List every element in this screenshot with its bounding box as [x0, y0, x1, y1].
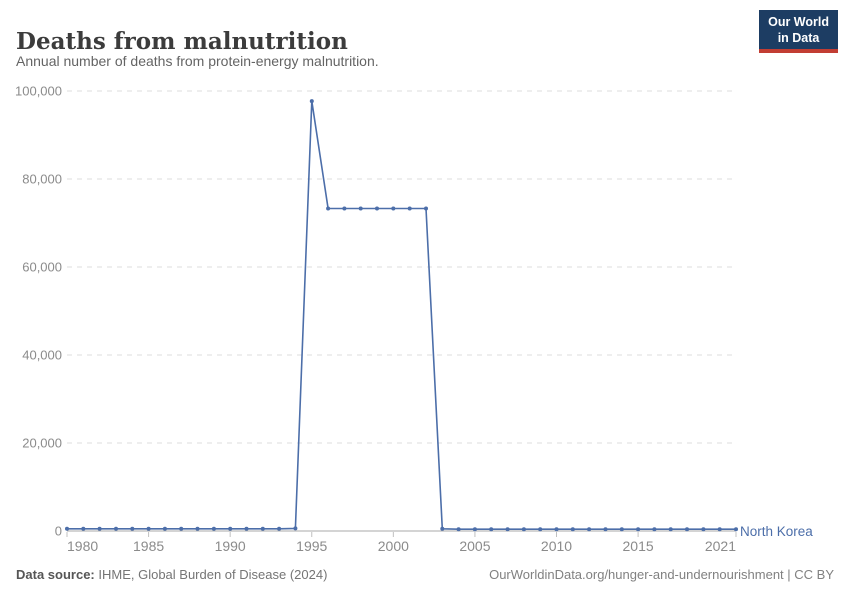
data-point-1997[interactable] [342, 206, 347, 211]
data-point-1986[interactable] [162, 526, 167, 531]
data-point-1980[interactable] [65, 526, 69, 531]
data-point-2002[interactable] [424, 206, 428, 211]
x-tick-label-2005: 2005 [459, 538, 490, 554]
x-tick-label-2000: 2000 [378, 538, 409, 554]
x-tick-label-2021: 2021 [705, 538, 736, 554]
data-point-1994[interactable] [293, 526, 298, 531]
y-tick-label-100000: 100,000 [15, 84, 62, 99]
data-point-1984[interactable] [130, 526, 135, 531]
data-point-2012[interactable] [587, 527, 592, 532]
data-point-1993[interactable] [277, 526, 282, 531]
data-point-2019[interactable] [701, 527, 706, 532]
data-point-2013[interactable] [603, 527, 608, 532]
owid-logo-line1: Our World [768, 15, 829, 29]
data-point-1990[interactable] [228, 526, 233, 531]
data-point-2018[interactable] [685, 527, 689, 532]
series-line-north-korea[interactable] [66, 100, 737, 531]
page-subtitle: Annual number of deaths from protein-ene… [16, 53, 379, 69]
x-tick-label-1985: 1985 [133, 538, 164, 554]
data-point-2011[interactable] [570, 527, 575, 532]
data-point-2000[interactable] [391, 206, 396, 211]
data-source-label: Data source: [16, 567, 95, 582]
y-tick-label-40000: 40,000 [22, 348, 62, 363]
data-point-1983[interactable] [114, 526, 118, 531]
data-point-1987[interactable] [179, 526, 184, 531]
data-point-2015[interactable] [636, 527, 641, 532]
data-point-1985[interactable] [146, 526, 151, 531]
x-tick-label-1995: 1995 [296, 538, 327, 554]
y-tick-label-20000: 20,000 [22, 436, 62, 451]
data-point-1982[interactable] [97, 526, 102, 531]
credit-link[interactable]: OurWorldinData.org/hunger-and-undernouri… [489, 567, 834, 582]
y-tick-label-0: 0 [55, 524, 62, 539]
owid-logo-line2: in Data [777, 30, 820, 45]
data-point-1998[interactable] [358, 206, 363, 211]
data-point-1992[interactable] [260, 526, 265, 531]
data-point-1981[interactable] [81, 526, 86, 531]
data-point-1989[interactable] [211, 526, 216, 531]
owid-logo[interactable]: Our World in Data [759, 10, 838, 54]
data-point-2016[interactable] [652, 527, 657, 532]
data-point-2014[interactable] [619, 527, 624, 532]
data-point-1996[interactable] [326, 206, 331, 211]
data-point-2001[interactable] [407, 206, 412, 211]
page-title: Deaths from malnutrition [16, 28, 348, 56]
series-entity-label[interactable]: North Korea [740, 524, 813, 539]
data-point-2008[interactable] [521, 527, 526, 532]
data-point-2010[interactable] [554, 527, 559, 532]
x-tick-label-2010: 2010 [541, 538, 572, 554]
data-point-2009[interactable] [538, 527, 543, 532]
data-point-2006[interactable] [489, 527, 494, 532]
data-point-2007[interactable] [505, 527, 510, 532]
data-point-1991[interactable] [244, 526, 249, 531]
x-tick-label-1980: 1980 [67, 538, 98, 554]
data-point-2004[interactable] [456, 527, 461, 532]
y-tick-label-60000: 60,000 [22, 260, 62, 275]
data-point-1999[interactable] [375, 206, 379, 211]
x-tick-label-2015: 2015 [623, 538, 654, 554]
data-point-2020[interactable] [717, 527, 722, 532]
data-point-1988[interactable] [195, 526, 200, 531]
data-point-2005[interactable] [472, 527, 477, 532]
data-source-value: IHME, Global Burden of Disease (2024) [94, 567, 328, 582]
data-point-1995[interactable] [309, 99, 314, 104]
data-point-2003[interactable] [440, 526, 445, 531]
data-source-note: Data source: IHME, Global Burden of Dise… [16, 567, 327, 582]
x-tick-label-1990: 1990 [215, 538, 246, 554]
data-point-2021[interactable] [734, 527, 738, 532]
y-tick-label-80000: 80,000 [22, 172, 62, 187]
data-point-2017[interactable] [668, 527, 673, 532]
